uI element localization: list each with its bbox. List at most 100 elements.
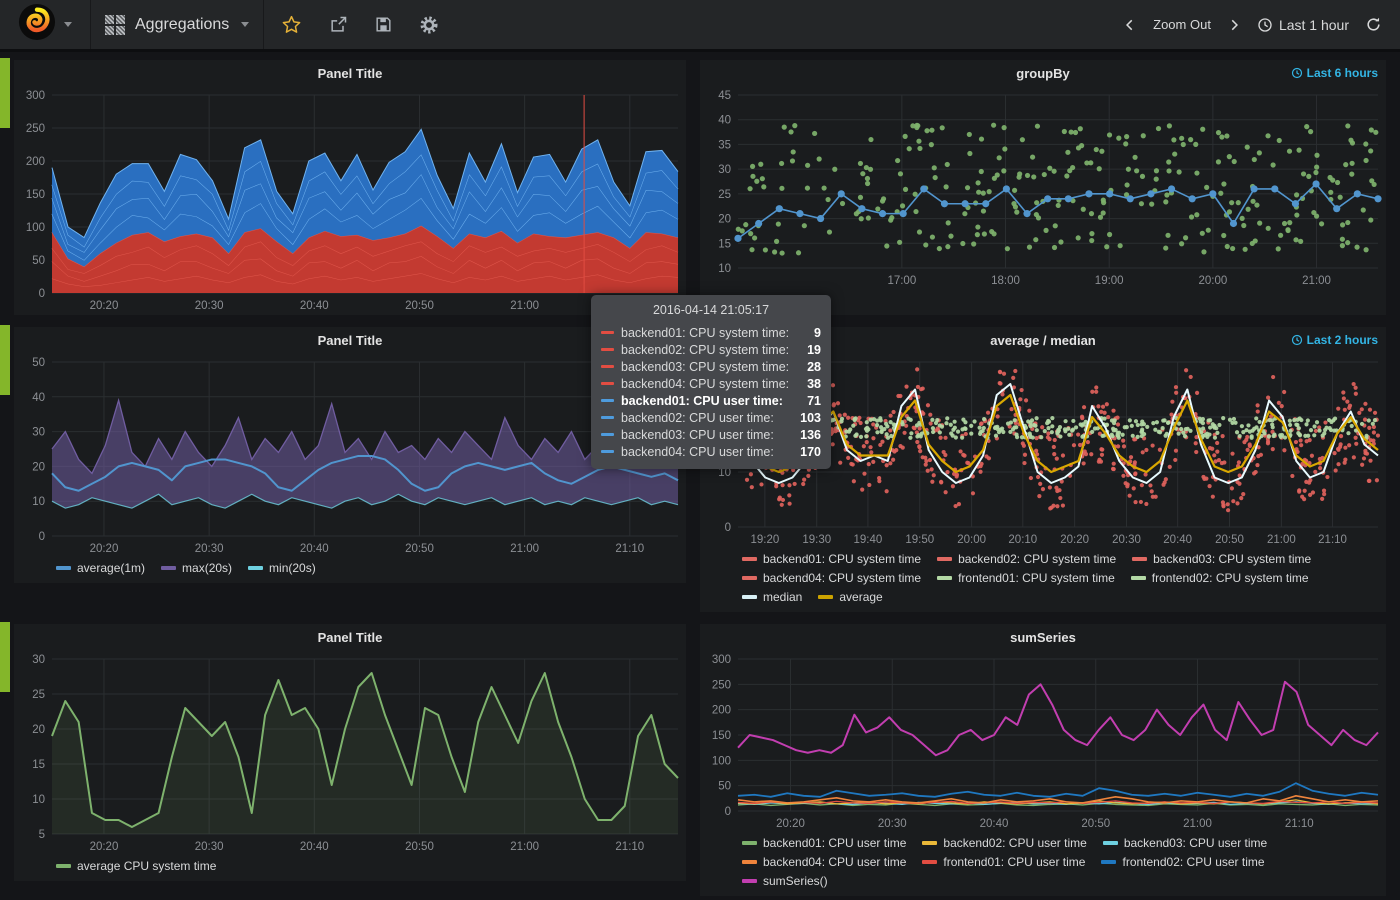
panel-header[interactable]: average / median Last 2 hours <box>700 327 1386 354</box>
svg-text:50: 50 <box>32 357 45 369</box>
dashboard-picker[interactable]: Aggregations <box>105 14 250 35</box>
svg-text:25: 25 <box>32 689 45 701</box>
legend-item[interactable]: average <box>818 590 883 604</box>
time-range-label: Last 1 hour <box>1278 16 1349 33</box>
row-toggle[interactable] <box>0 58 10 128</box>
svg-text:21:10: 21:10 <box>1318 534 1347 546</box>
panel-header[interactable]: Panel Title <box>14 327 686 354</box>
panel-stacked-cpu: Panel Title 0 50 100 150 200 250 300 20:20 20:30… <box>14 60 686 315</box>
legend-item[interactable]: backend04: CPU system time <box>742 571 921 585</box>
refresh-icon <box>1367 17 1380 31</box>
svg-text:20:20: 20:20 <box>90 543 119 555</box>
svg-text:21:00: 21:00 <box>510 543 539 555</box>
svg-text:50: 50 <box>32 255 45 267</box>
panel-title: groupBy <box>1016 66 1070 81</box>
panel-legend: backend01: CPU user time backend02: CPU u… <box>700 833 1386 896</box>
svg-text:20:30: 20:30 <box>195 300 224 312</box>
svg-text:21:10: 21:10 <box>1285 818 1314 830</box>
chart-area[interactable]: 0 50 100 150 200 250 300 20:20 20:30 20:40 20:50 21… <box>14 87 686 315</box>
panel-header[interactable]: groupBy Last 6 hours <box>700 60 1386 87</box>
legend-item[interactable]: backend02: CPU system time <box>937 552 1116 566</box>
legend-item[interactable]: average(1m) <box>56 561 145 575</box>
svg-text:20: 20 <box>718 214 731 226</box>
svg-text:20:50: 20:50 <box>1081 818 1110 830</box>
svg-text:20:00: 20:00 <box>1198 275 1227 287</box>
legend-item[interactable]: backend03: CPU user time <box>1102 836 1267 850</box>
svg-text:20:10: 20:10 <box>1008 534 1037 546</box>
gear-icon <box>420 16 438 33</box>
chart-area[interactable]: 5 10 15 20 25 30 20:20 20:30 20:40 20:50 21:00 21:1… <box>14 651 686 856</box>
legend-item[interactable]: frontend01: CPU user time <box>922 855 1085 869</box>
panel-header[interactable]: Panel Title <box>14 624 686 651</box>
zoom-out-label: Zoom Out <box>1153 17 1211 32</box>
svg-text:18:00: 18:00 <box>991 275 1020 287</box>
svg-text:21:00: 21:00 <box>1267 534 1296 546</box>
svg-text:300: 300 <box>26 90 45 102</box>
legend-item[interactable]: backend03: CPU system time <box>1132 552 1311 566</box>
legend-item[interactable]: backend04: CPU user time <box>742 855 906 869</box>
panel-header[interactable]: Panel Title <box>14 60 686 87</box>
save-icon <box>376 17 391 32</box>
legend-item[interactable]: min(20s) <box>248 561 316 575</box>
svg-text:50: 50 <box>718 781 731 793</box>
chart-area[interactable]: 10 15 20 25 30 35 40 45 17:00 18:00 19:00 20:00 21:0… <box>700 87 1386 290</box>
svg-text:45: 45 <box>718 90 731 102</box>
panel-legend: average(1m) max(20s) min(20s) <box>14 558 686 583</box>
zoom-out-button[interactable]: Zoom Out <box>1145 17 1219 32</box>
tooltip-row: backend03: CPU user time: 136 <box>601 426 821 443</box>
svg-text:20:50: 20:50 <box>405 543 434 555</box>
svg-text:20:40: 20:40 <box>300 300 329 312</box>
dashboard: Panel Title 0 50 100 150 200 250 300 20:20 20:30… <box>0 52 1400 896</box>
svg-text:21:00: 21:00 <box>510 300 539 312</box>
time-forward-button[interactable] <box>1219 18 1249 32</box>
svg-text:21:10: 21:10 <box>615 543 644 555</box>
save-button[interactable] <box>361 0 406 49</box>
tooltip-row: backend01: CPU user time: 71 <box>601 392 821 409</box>
star-button[interactable] <box>268 0 315 49</box>
panel-legend: backend01: CPU system time backend02: CPU… <box>700 549 1386 612</box>
time-override-badge: Last 6 hours <box>1291 66 1378 80</box>
panel-title: Panel Title <box>317 66 383 81</box>
svg-text:20:40: 20:40 <box>300 841 329 853</box>
svg-text:20:30: 20:30 <box>195 543 224 555</box>
svg-text:20:30: 20:30 <box>195 841 224 853</box>
svg-text:20:30: 20:30 <box>1112 534 1141 546</box>
legend-item[interactable]: frontend02: CPU user time <box>1101 855 1265 869</box>
chart-area[interactable]: 0 10 20 30 40 50 20:20 20:30 20:40 20:50 21:00 21:1… <box>14 354 686 558</box>
settings-button[interactable] <box>406 0 452 49</box>
tooltip-row: backend04: CPU user time: 170 <box>601 443 821 460</box>
legend-item[interactable]: backend02: CPU user time <box>922 836 1087 850</box>
svg-text:15: 15 <box>718 238 731 250</box>
legend-item[interactable]: frontend02: CPU system time <box>1130 571 1309 585</box>
legend-item[interactable]: backend01: CPU system time <box>742 552 921 566</box>
panel-title: sumSeries <box>1010 630 1076 645</box>
chart-area[interactable]: 0 50 100 150 200 250 300 20:20 20:30 20:40 20:50 21… <box>700 651 1386 833</box>
svg-text:40: 40 <box>718 115 731 127</box>
graph-tooltip: 2016-04-14 21:05:17 backend01: CPU syste… <box>591 295 831 469</box>
time-back-button[interactable] <box>1115 18 1145 32</box>
legend-item[interactable]: frontend01: CPU system time <box>937 571 1115 585</box>
svg-text:20:00: 20:00 <box>957 534 986 546</box>
svg-text:20:40: 20:40 <box>1163 534 1192 546</box>
svg-text:20: 20 <box>32 724 45 736</box>
legend-item[interactable]: sumSeries() <box>742 874 828 888</box>
chart-canvas: 10 15 20 25 30 35 40 45 17:00 18:00 19:00 20:00 21:0… <box>718 90 1382 287</box>
svg-text:20: 20 <box>32 461 45 473</box>
svg-text:10: 10 <box>32 794 45 806</box>
legend-item[interactable]: max(20s) <box>161 561 232 575</box>
refresh-button[interactable] <box>1357 16 1390 33</box>
share-button[interactable] <box>315 0 361 49</box>
svg-text:200: 200 <box>712 705 731 717</box>
time-range-picker[interactable]: Last 1 hour <box>1249 17 1357 33</box>
panel-header[interactable]: sumSeries <box>700 624 1386 651</box>
legend-item[interactable]: average CPU system time <box>56 859 216 873</box>
row-toggle[interactable] <box>0 325 10 395</box>
panel-average-median: average / median Last 2 hours 010203019:… <box>700 327 1386 612</box>
svg-text:0: 0 <box>725 806 731 818</box>
svg-text:19:50: 19:50 <box>905 534 934 546</box>
grafana-logo-menu[interactable] <box>6 3 84 46</box>
legend-item[interactable]: median <box>742 590 802 604</box>
row-toggle[interactable] <box>0 622 10 692</box>
share-icon <box>331 16 347 32</box>
legend-item[interactable]: backend01: CPU user time <box>742 836 906 850</box>
